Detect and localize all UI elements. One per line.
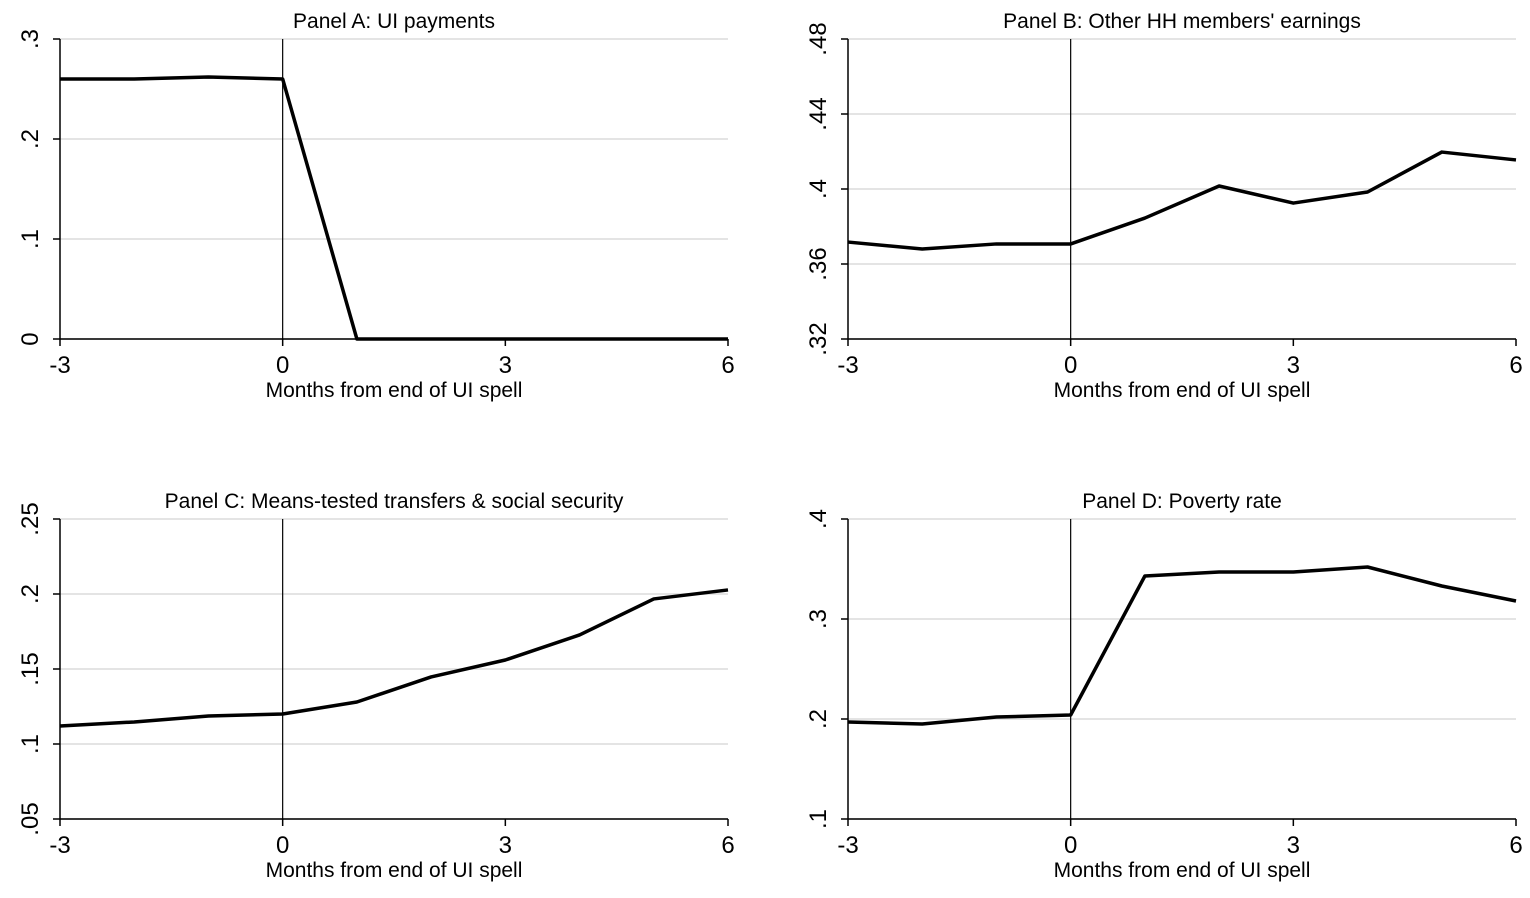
x-axis-label: Months from end of UI spell (1054, 379, 1311, 402)
x-tick-label: 3 (499, 352, 512, 379)
x-tick-label: -3 (49, 832, 70, 859)
panel-title: Panel D: Poverty rate (1082, 490, 1282, 513)
x-tick-label: 0 (276, 352, 289, 379)
x-tick-label: -3 (837, 832, 858, 859)
y-tick-label: .1 (17, 734, 44, 754)
y-tick-label: .36 (805, 247, 832, 280)
y-tick-label: .2 (17, 129, 44, 149)
x-tick-label: 0 (1064, 352, 1077, 379)
y-tick-label: .15 (17, 652, 44, 685)
x-tick-label: -3 (49, 352, 70, 379)
y-tick-label: .1 (805, 809, 832, 829)
y-tick-label: .32 (805, 322, 832, 355)
y-tick-label: .3 (805, 609, 832, 629)
data-line (60, 75, 728, 341)
data-line (847, 565, 1517, 726)
x-axis-label: Months from end of UI spell (266, 379, 523, 402)
y-tick-label: .05 (17, 802, 44, 835)
x-tick-label: 6 (721, 832, 734, 859)
y-tick-label: .25 (17, 502, 44, 535)
x-tick-label: 3 (1287, 832, 1300, 859)
y-tick-label: 0 (17, 332, 44, 345)
panel-title: Panel B: Other HH members' earnings (1003, 10, 1361, 33)
x-tick-label: 3 (1287, 352, 1300, 379)
y-tick-label: .4 (805, 179, 832, 199)
y-tick-label: .44 (805, 97, 832, 130)
y-tick-label: .3 (17, 29, 44, 49)
y-tick-label: .48 (805, 22, 832, 55)
x-tick-label: -3 (837, 352, 858, 379)
panel-title: Panel C: Means-tested transfers & social… (165, 490, 624, 513)
y-tick-label: .2 (17, 584, 44, 604)
x-tick-label: 6 (1509, 352, 1522, 379)
panel-title: Panel A: UI payments (293, 10, 495, 33)
x-axis-label: Months from end of UI spell (266, 859, 523, 882)
y-tick-label: .2 (805, 709, 832, 729)
data-line (59, 588, 729, 728)
x-tick-label: 6 (721, 352, 734, 379)
x-tick-label: 0 (1064, 832, 1077, 859)
x-tick-label: 6 (1509, 832, 1522, 859)
x-axis-label: Months from end of UI spell (1054, 859, 1311, 882)
x-tick-label: 3 (499, 832, 512, 859)
y-tick-label: .1 (17, 229, 44, 249)
y-tick-label: .4 (805, 509, 832, 529)
x-tick-label: 0 (276, 832, 289, 859)
data-line (847, 150, 1517, 251)
